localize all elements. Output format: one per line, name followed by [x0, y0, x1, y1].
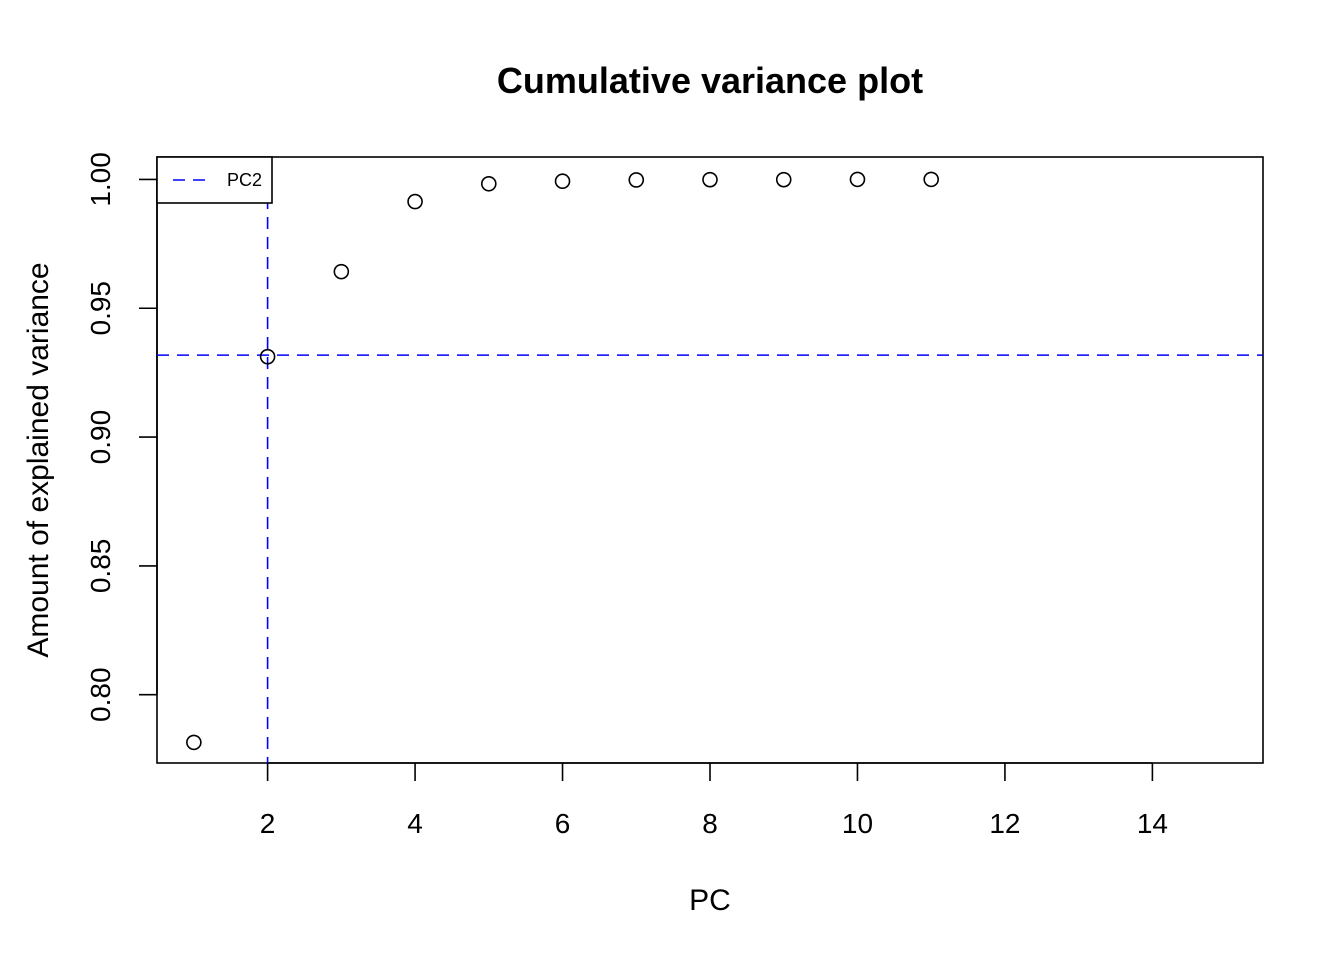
- y-tick-label: 0.80: [85, 667, 116, 722]
- y-tick-label: 1.00: [85, 152, 116, 207]
- data-point: [407, 193, 423, 210]
- y-axis-title: Amount of explained variance: [22, 262, 55, 657]
- y-tick-label: 0.90: [85, 410, 116, 465]
- data-point: [259, 348, 276, 365]
- data-point: [628, 172, 645, 188]
- x-tick-label: 14: [1137, 808, 1168, 839]
- data-point: [333, 263, 350, 280]
- x-tick-label: 8: [702, 808, 718, 839]
- data-point: [923, 171, 940, 188]
- x-tick-label: 6: [555, 808, 571, 839]
- x-tick-label: 4: [407, 808, 423, 839]
- chart-title: Cumulative variance plot: [497, 60, 923, 101]
- data-point: [186, 734, 202, 751]
- x-tick-label: 12: [989, 808, 1020, 839]
- data-point: [702, 171, 718, 188]
- data-point: [775, 171, 792, 188]
- x-tick-label: 10: [842, 808, 873, 839]
- y-tick-label: 0.95: [85, 281, 116, 336]
- x-axis-title: PC: [689, 884, 731, 917]
- data-point: [554, 173, 571, 190]
- plot-frame: [156, 156, 1264, 764]
- plot-area: 2 4 6 8 10 12 14 0.80 0.85 0.90 0.95 1.00 PC2: [85, 152, 1264, 839]
- y-tick-label: 0.85: [85, 539, 116, 594]
- data-point: [849, 171, 866, 188]
- legend-label: PC2: [227, 170, 262, 190]
- x-tick-label: 2: [260, 808, 276, 839]
- data-point: [480, 175, 497, 192]
